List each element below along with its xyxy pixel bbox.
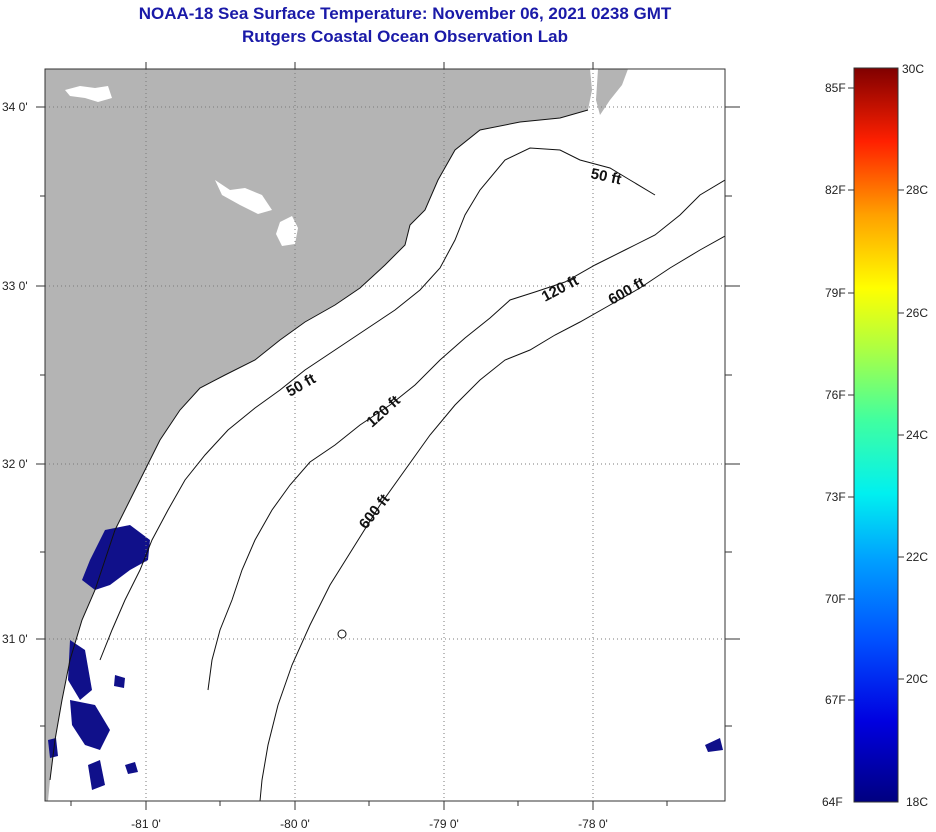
contour-600ft bbox=[259, 235, 725, 801]
lat-label: 32 0' bbox=[2, 457, 28, 471]
land-northeast bbox=[596, 69, 628, 115]
lon-label: -80 0' bbox=[280, 817, 310, 831]
axis-ticks bbox=[36, 62, 740, 810]
lon-label: -79 0' bbox=[429, 817, 459, 831]
colorbar-ticks bbox=[848, 87, 904, 701]
colorbar-f-label: 64F bbox=[822, 795, 843, 809]
contour-120ft bbox=[207, 179, 725, 691]
lon-label: -78 0' bbox=[578, 817, 608, 831]
colorbar-f-label: 85F bbox=[825, 81, 846, 95]
colorbar-f-label: 76F bbox=[825, 388, 846, 402]
inland-lake bbox=[276, 216, 298, 246]
colorbar-c-label: 18C bbox=[906, 795, 928, 809]
lat-label: 31 0' bbox=[2, 632, 28, 646]
colorbar-c-label: 22C bbox=[906, 550, 928, 564]
land-mass bbox=[45, 69, 592, 801]
coastline bbox=[49, 109, 589, 781]
contour-label-50ft: 50 ft bbox=[589, 165, 623, 188]
colorbar-f-label: 70F bbox=[825, 592, 846, 606]
colorbar-f-label: 82F bbox=[825, 183, 846, 197]
contour-50ft bbox=[99, 147, 656, 661]
colorbar bbox=[854, 68, 898, 802]
lat-label: 34 0' bbox=[2, 100, 28, 114]
colorbar-c-label: 28C bbox=[906, 183, 928, 197]
colorbar-c-label: 20C bbox=[906, 672, 928, 686]
colorbar-f-label: 67F bbox=[825, 693, 846, 707]
lat-label: 33 0' bbox=[2, 279, 28, 293]
colorbar-f-label: 73F bbox=[825, 490, 846, 504]
sst-cold-patches bbox=[48, 525, 723, 790]
colorbar-c-label: 30C bbox=[902, 62, 924, 76]
colorbar-c-label: 24C bbox=[906, 428, 928, 442]
inland-lake bbox=[65, 86, 112, 102]
graticule bbox=[45, 69, 725, 801]
map-subtitle: Rutgers Coastal Ocean Observation Lab bbox=[242, 27, 568, 46]
map-title: NOAA-18 Sea Surface Temperature: Novembe… bbox=[138, 4, 672, 23]
colorbar-c-label: 26C bbox=[906, 306, 928, 320]
lon-label: -81 0' bbox=[131, 817, 161, 831]
inland-lake bbox=[215, 180, 272, 214]
colorbar-f-label: 79F bbox=[825, 286, 846, 300]
map-frame bbox=[44, 68, 726, 802]
contour-feature bbox=[337, 629, 347, 639]
